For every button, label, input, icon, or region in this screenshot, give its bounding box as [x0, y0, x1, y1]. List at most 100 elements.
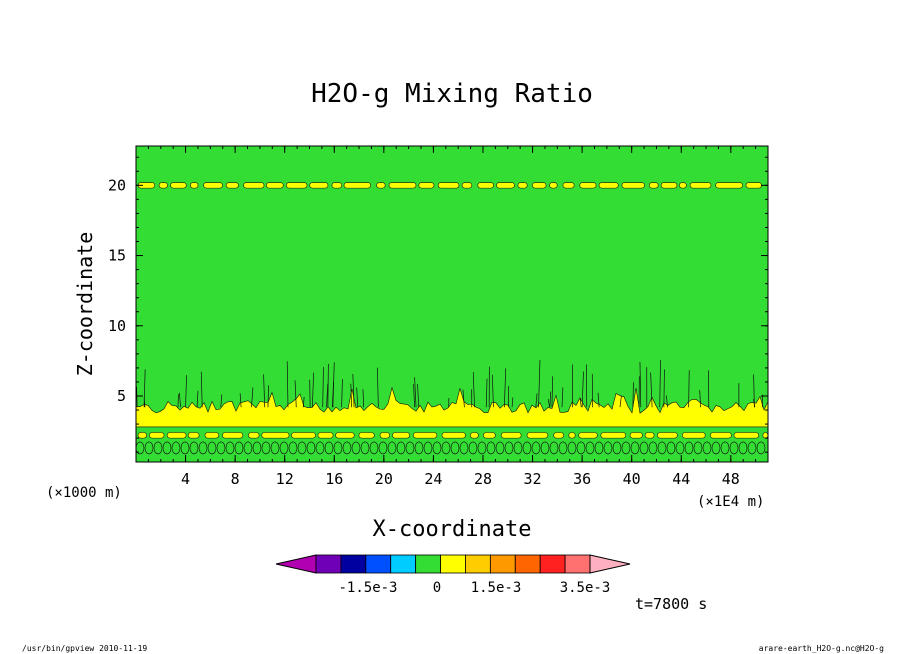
low-cell [747, 441, 757, 455]
contour-spike [196, 390, 199, 408]
contour-spike [356, 387, 359, 408]
low-cell [486, 441, 496, 455]
low-cell [729, 441, 739, 455]
contour-spike [185, 375, 187, 408]
low-cell [495, 441, 505, 455]
contour-spike [503, 368, 507, 408]
x-tick-label: 12 [276, 470, 294, 488]
contour-spike [472, 372, 475, 408]
x-axis-label: X-coordinate [373, 517, 532, 542]
colorbar-label: -1.5e-3 [338, 580, 397, 596]
footer-right: arare-earth_H2O-g.nc@H2O-g [759, 644, 884, 653]
contour-spike [462, 389, 465, 408]
layer-blob [331, 182, 343, 189]
x-unit-label: (×1E4 m) [697, 494, 764, 510]
layer-blob [285, 182, 308, 189]
contour-spike [688, 370, 690, 408]
time-label: t=7800 s [635, 595, 707, 613]
contour-spike [286, 361, 289, 408]
low-cell [738, 441, 748, 455]
field-features [135, 182, 769, 455]
contour-spike [597, 392, 600, 408]
contour-spike [179, 392, 181, 408]
layer-blob [203, 182, 223, 189]
layer-blob [441, 432, 466, 439]
low-cell [693, 441, 703, 455]
x-tick-label: 8 [231, 470, 240, 488]
colorbar-label: 1.5e-3 [471, 580, 522, 596]
contour-spike [699, 390, 702, 408]
low-cell [153, 441, 163, 455]
x-tick-label: 16 [325, 470, 343, 488]
layer-blob [553, 432, 565, 439]
low-cell [144, 441, 154, 455]
layer-blob [578, 432, 598, 439]
layer-blob [225, 182, 239, 189]
layer-blob [335, 432, 355, 439]
layer-blob [644, 432, 655, 439]
contour-spike [663, 369, 665, 408]
contour-spike [350, 383, 352, 408]
layer-blob [418, 182, 435, 189]
contour-spike [251, 387, 254, 408]
low-cell [351, 441, 361, 455]
layer-blob [222, 432, 244, 439]
x-tick-label: 44 [672, 470, 690, 488]
contour-spike [331, 382, 334, 408]
colorbar-cell [514, 554, 541, 574]
low-cell [450, 441, 460, 455]
layer-blob [733, 432, 760, 439]
colorbar-cell [564, 554, 591, 574]
layer-blob [137, 432, 147, 439]
layer-blob [187, 432, 200, 439]
colorbar-cell [489, 554, 516, 574]
low-cell [612, 441, 622, 455]
colorbar-cell [440, 554, 466, 574]
low-cell [648, 441, 658, 455]
x-tick-label: 28 [474, 470, 492, 488]
contour-spike [414, 377, 417, 408]
low-cell [513, 441, 523, 455]
low-cell [675, 441, 685, 455]
layer-blob [170, 182, 187, 189]
low-cell [711, 441, 721, 455]
low-cell [261, 441, 271, 455]
colorbar-cell [315, 554, 342, 574]
contour-spike [659, 359, 661, 408]
low-cell [162, 441, 172, 455]
low-cell [315, 441, 325, 455]
contour-spike [322, 366, 324, 408]
layer-blob [579, 182, 597, 189]
low-cell [540, 441, 550, 455]
x-tick-label: 32 [524, 470, 542, 488]
layer-blob [204, 432, 220, 439]
layer-blob [413, 432, 438, 439]
x-tick-label: 4 [181, 470, 190, 488]
contour-spike [491, 374, 494, 408]
y-tick-label: 20 [108, 176, 126, 194]
low-cell [684, 441, 694, 455]
contour-spike [551, 376, 554, 408]
contour-spike [263, 374, 266, 408]
layer-blob [598, 182, 619, 189]
low-cell [657, 441, 667, 455]
colorbar-label: 3.5e-3 [560, 580, 611, 596]
layer-blob [379, 432, 390, 439]
contour-spike [294, 380, 297, 408]
layer-blob [437, 182, 460, 189]
low-cell [297, 441, 307, 455]
contour-spike [362, 389, 365, 408]
low-cell [441, 441, 451, 455]
layer-blob [517, 182, 528, 189]
low-cell [378, 441, 388, 455]
low-cell [558, 441, 568, 455]
low-cell [405, 441, 415, 455]
low-cell [621, 441, 631, 455]
low-cell [180, 441, 190, 455]
low-cell [594, 441, 604, 455]
layer-blob [477, 182, 494, 189]
layer-blob [243, 182, 265, 189]
low-cell [639, 441, 649, 455]
moist-layer [135, 386, 769, 428]
layer-blob [568, 432, 576, 439]
